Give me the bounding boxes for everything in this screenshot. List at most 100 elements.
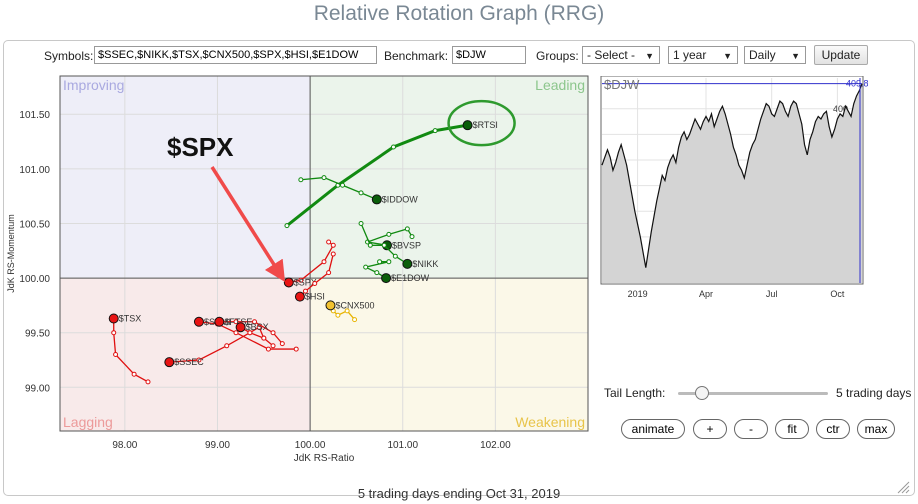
tail-point — [367, 242, 373, 248]
tail-point — [265, 346, 271, 352]
groups-select-value: - Select - — [587, 48, 636, 62]
series-label: $CNX500 — [335, 300, 374, 310]
period-select[interactable]: 1 year ▼ — [668, 46, 738, 64]
tail-point — [298, 177, 304, 183]
tail-point — [279, 341, 285, 347]
series-head-point — [283, 277, 294, 288]
x-tick-label: 99.00 — [205, 440, 230, 451]
resize-handle-icon[interactable] — [896, 480, 910, 494]
series-iddow: $IDDOW — [298, 175, 419, 205]
update-button[interactable]: Update — [814, 45, 868, 65]
quadrant-improving — [60, 76, 311, 279]
benchmark-input[interactable] — [452, 46, 526, 64]
period-select-value: 1 year — [673, 48, 707, 62]
plot-frame — [59, 75, 589, 432]
symbols-label: Symbols: — [44, 49, 94, 63]
x-tick-label: 101.00 — [387, 440, 418, 451]
series-label: $E1DOW — [391, 273, 430, 283]
tail-point — [363, 264, 369, 270]
series-label: $NIKK — [412, 259, 438, 269]
tail-point — [330, 251, 336, 257]
symbols-input[interactable] — [94, 46, 377, 64]
series-hsi: $HSI — [294, 251, 336, 302]
series-head-point — [193, 316, 204, 327]
annotation-text: $SPX — [167, 132, 234, 162]
tail-point — [352, 317, 358, 323]
tail-point — [409, 234, 415, 240]
tail-point — [377, 259, 383, 265]
series-nikk: $NIKK — [358, 220, 438, 269]
fit-button[interactable]: fit — [775, 419, 809, 439]
series-label: $SPX — [294, 277, 317, 287]
benchmark-chart: 3403503603703803904002019AprJulOct 409.8… — [600, 76, 868, 299]
tail-point — [358, 190, 364, 196]
y-tick-label: 99.00 — [25, 383, 50, 394]
tail-point — [113, 352, 119, 358]
x-axis-title: JdK RS-Ratio — [294, 453, 355, 464]
chevron-down-icon: ▼ — [723, 51, 732, 61]
chevron-down-icon: ▼ — [791, 51, 800, 61]
tail-point — [252, 319, 258, 325]
y-tick-label: 101.50 — [19, 110, 50, 121]
tail-point — [247, 330, 253, 336]
tail-point — [321, 259, 327, 265]
quadrant-label-weakening: Weakening — [515, 414, 585, 430]
toolbar: Symbols: Benchmark: Groups: - Select -▼ … — [0, 45, 918, 68]
series-label: $SSEC — [174, 357, 204, 367]
tail-point — [392, 253, 398, 259]
tail-point — [386, 231, 392, 237]
tail-point — [381, 242, 387, 248]
page-title: Relative Rotation Graph (RRG) — [313, 2, 605, 25]
zoom-out-button[interactable]: - — [734, 419, 768, 439]
x-tick-label: 102.00 — [480, 440, 511, 451]
tail-point — [298, 277, 304, 283]
benchmark-x-tick-label: Apr — [699, 289, 713, 299]
quadrant-lagging — [60, 278, 311, 431]
y-tick-label: 100.00 — [19, 274, 50, 285]
series-label: $TSX — [119, 313, 142, 323]
tail-point — [344, 308, 350, 314]
tail-length-label: Tail Length: — [604, 386, 666, 400]
animate-button[interactable]: animate — [621, 419, 685, 439]
series-cnx500: $CNX500 — [325, 300, 375, 323]
series-label: $IDDOW — [382, 194, 419, 204]
series-label: $BVSP — [392, 240, 421, 250]
tail-length-slider-track[interactable] — [678, 392, 828, 395]
chevron-down-icon: ▼ — [645, 51, 654, 61]
series-tsx: $TSX — [108, 313, 151, 385]
tail-length-value: 5 trading days — [836, 386, 912, 400]
max-button[interactable]: max — [857, 419, 895, 439]
tail-point — [302, 288, 308, 294]
zoom-in-button[interactable]: + — [693, 419, 727, 439]
tail-point — [326, 270, 332, 276]
benchmark-label: Benchmark: — [384, 49, 449, 63]
y-axis-title: JdK RS-Momentum — [6, 214, 16, 293]
tail-point — [196, 357, 202, 363]
quadrant-leading — [310, 76, 588, 279]
series-label: $BSX — [246, 322, 269, 332]
series-head-point — [462, 120, 473, 131]
tail-point — [326, 239, 332, 245]
series-head-point — [294, 291, 305, 302]
benchmark-symbol-label: $DJW — [604, 77, 640, 92]
series-ftse: $FTSE — [214, 316, 285, 347]
tail-point — [261, 335, 267, 341]
tail-point — [330, 242, 336, 248]
tail-point — [233, 330, 239, 336]
benchmark-x-tick-label: Oct — [830, 289, 845, 299]
chart-caption: 5 trading days ending Oct 31, 2019 — [357, 486, 561, 501]
benchmark-x-tick-label: Jul — [766, 289, 778, 299]
groups-select[interactable]: - Select - ▼ — [582, 46, 660, 64]
x-tick-label: 98.00 — [112, 440, 137, 451]
series-label: $HSI — [305, 292, 325, 302]
frequency-select[interactable]: Daily ▼ — [744, 46, 806, 64]
tail-length-slider-thumb[interactable] — [695, 386, 709, 400]
series-e1dow: $E1DOW — [363, 259, 430, 284]
tail-point — [335, 312, 341, 318]
quadrant-label-lagging: Lagging — [63, 414, 113, 430]
benchmark-last-value-label: 409.80 — [846, 79, 868, 89]
quadrant-label-improving: Improving — [63, 77, 124, 93]
tail-point — [321, 175, 327, 181]
x-tick-label: 100.00 — [295, 440, 326, 451]
center-button[interactable]: ctr — [816, 419, 850, 439]
